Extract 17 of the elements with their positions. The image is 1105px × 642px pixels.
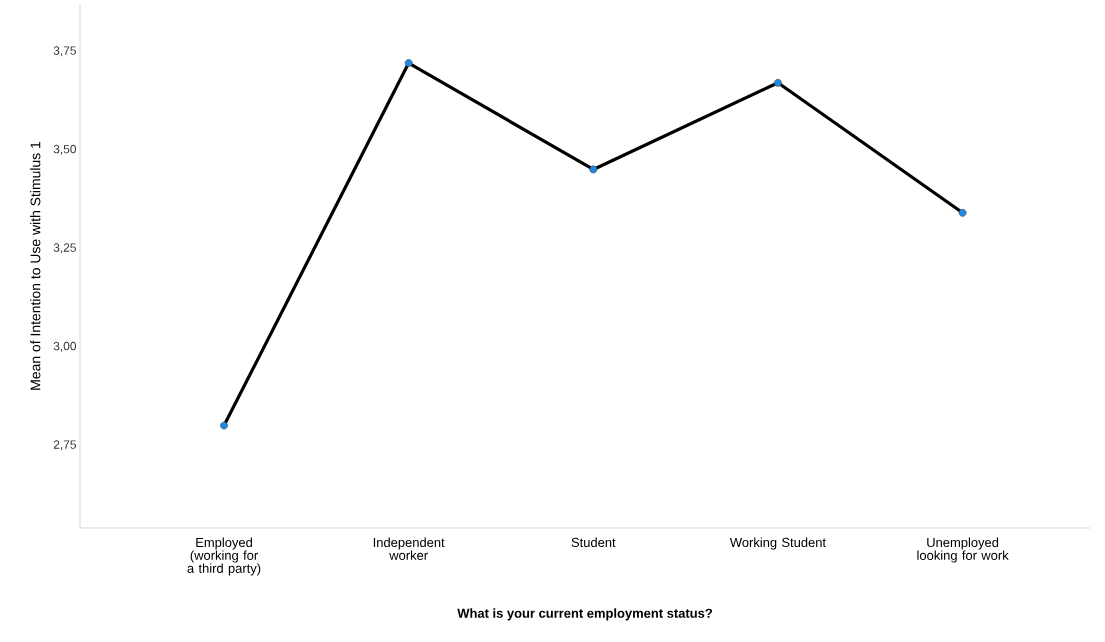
point (404, 59, 413, 67)
y-axis-title: Mean of Intention to Use with Stimulus 1 (30, 141, 41, 390)
point (958, 208, 967, 217)
point (220, 421, 228, 430)
x-tick-label: Working Student (729, 537, 826, 550)
x-axis-title: What is your current employment status? (457, 608, 712, 621)
y-tick-label: 3,25 (53, 243, 76, 254)
x-tick-label: Independent worker (373, 537, 445, 560)
y-tick-label: 3,00 (53, 341, 77, 352)
x-tick-label: Employed (working for a third party) (187, 537, 261, 576)
x-tick-label: Student (571, 537, 616, 548)
point (774, 78, 782, 87)
y-tick-label: 3,75 (53, 46, 76, 57)
x-tick-label: Unemployed looking for work (917, 537, 1009, 563)
y-tick-label: 3,50 (53, 144, 77, 155)
point (589, 165, 598, 174)
y-tick-label: 2,75 (53, 440, 76, 451)
